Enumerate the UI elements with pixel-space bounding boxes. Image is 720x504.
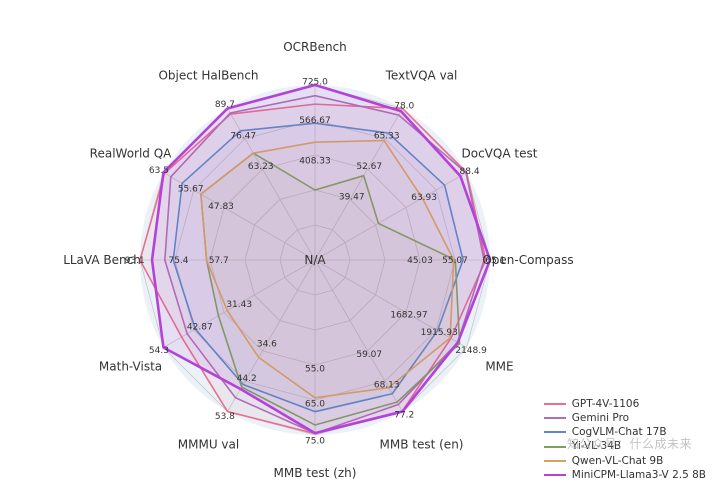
value-label: 65.0 xyxy=(305,400,325,410)
axis-label: Object HalBench xyxy=(158,69,258,83)
value-label: 65.33 xyxy=(374,132,400,142)
value-label: 63.23 xyxy=(248,162,274,172)
value-label: 89.7 xyxy=(215,100,235,110)
value-label: 65.1 xyxy=(485,256,505,266)
value-label: 44.2 xyxy=(237,374,257,384)
value-label: 68.13 xyxy=(374,380,400,390)
value-label: 88.4 xyxy=(460,167,480,177)
legend-swatch xyxy=(544,446,566,448)
legend-label: Qwen-VL-Chat 9B xyxy=(572,454,664,468)
value-label: 39.47 xyxy=(339,192,365,202)
value-label: 54.3 xyxy=(149,346,169,356)
legend-label: CogVLM-Chat 17B xyxy=(572,425,667,439)
legend-swatch xyxy=(544,417,566,419)
axis-label: OCRBench xyxy=(283,40,347,54)
legend-label: MiniCPM-Llama3-V 2.5 8B xyxy=(572,468,706,482)
axis-label: MMMU val xyxy=(178,437,239,451)
legend-swatch xyxy=(544,403,566,405)
value-label: 63.93 xyxy=(411,193,437,203)
value-label: 1682.97 xyxy=(390,310,427,320)
value-label: 47.83 xyxy=(208,202,234,212)
legend-item: CogVLM-Chat 17B xyxy=(544,425,706,439)
value-label: 57.7 xyxy=(209,256,229,266)
value-label: 725.0 xyxy=(302,78,328,88)
legend-swatch xyxy=(544,474,566,476)
value-label: 408.33 xyxy=(299,156,331,166)
value-label: 31.43 xyxy=(226,300,252,310)
value-label: 42.87 xyxy=(187,323,213,333)
value-label: 76.47 xyxy=(230,132,256,142)
value-label: 53.8 xyxy=(215,412,235,422)
legend-swatch xyxy=(544,431,566,433)
value-label: 55.0 xyxy=(305,365,325,375)
legend-item: GPT-4V-1106 xyxy=(544,397,706,411)
value-label: 2148.9 xyxy=(455,346,487,356)
axis-label: DocVQA test xyxy=(462,147,538,161)
legend-item: Gemini Pro xyxy=(544,411,706,425)
axis-label: RealWorld QA xyxy=(90,147,173,161)
legend-label: Yi-VL-34B xyxy=(572,439,621,453)
value-label: 34.6 xyxy=(257,339,277,349)
legend-label: Gemini Pro xyxy=(572,411,629,425)
legend-label: GPT-4V-1106 xyxy=(572,397,639,411)
value-label: 45.03 xyxy=(407,256,433,266)
legend-swatch xyxy=(544,460,566,462)
axis-label: MMB test (zh) xyxy=(274,466,357,480)
legend-item: Yi-VL-34B xyxy=(544,439,706,453)
value-label: 59.07 xyxy=(356,350,382,360)
value-label: 93.1 xyxy=(125,256,145,266)
legend-item: MiniCPM-Llama3-V 2.5 8B xyxy=(544,468,706,482)
radar-chart-container: N/AOCRBenchTextVQA valDocVQA testOpen-Co… xyxy=(0,0,720,504)
axis-label: TextVQA val xyxy=(385,69,458,83)
value-label: 55.07 xyxy=(442,256,468,266)
svg-text:N/A: N/A xyxy=(304,253,326,267)
axis-label: MME xyxy=(485,360,513,374)
value-label: 566.67 xyxy=(299,116,331,126)
axis-label: Math-Vista xyxy=(99,360,162,374)
legend-item: Qwen-VL-Chat 9B xyxy=(544,454,706,468)
value-label: 52.67 xyxy=(356,162,382,172)
value-label: 77.2 xyxy=(394,411,414,421)
value-label: 63.5 xyxy=(149,166,169,176)
value-label: 55.67 xyxy=(178,184,204,194)
value-label: 1915.93 xyxy=(421,328,458,338)
axis-label: MMB test (en) xyxy=(380,437,464,451)
value-label: 78.0 xyxy=(394,101,414,111)
value-label: 75.0 xyxy=(305,436,325,446)
value-label: 75.4 xyxy=(168,256,188,266)
legend: GPT-4V-1106Gemini ProCogVLM-Chat 17BYi-V… xyxy=(544,397,706,482)
